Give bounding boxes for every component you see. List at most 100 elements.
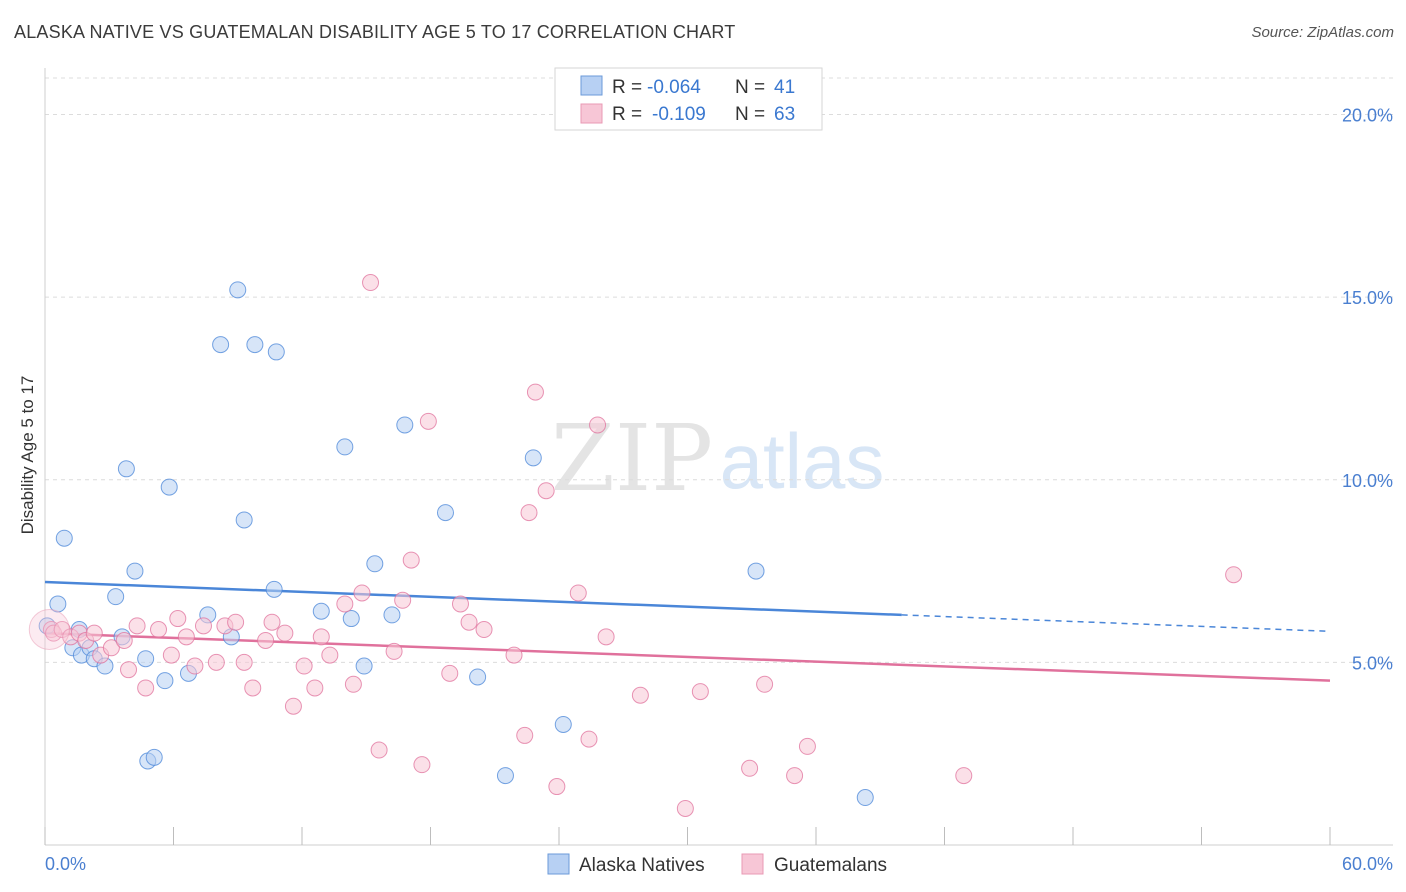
stats-n-label: N = [735, 104, 765, 125]
guatemalan-point [475, 621, 493, 639]
alaska-trend-line [44, 580, 902, 617]
alaska-point [145, 748, 163, 766]
guatemalan-point [394, 591, 412, 609]
guatemalan-point [244, 679, 262, 697]
watermark: ZIP atlas [551, 405, 884, 512]
alaska-point [554, 715, 572, 733]
bottom-legend: Alaska Natives Guatemalans [547, 853, 887, 876]
tick-labels: 5.0% 10.0% 15.0% 20.0% 0.0% 60.0% [45, 106, 1393, 874]
data-points [28, 274, 1243, 817]
guatemalan-point [741, 759, 759, 777]
alaska-point [55, 529, 73, 547]
alaska-point [396, 416, 414, 434]
guatemalan-point [28, 609, 70, 651]
axes [44, 68, 1393, 846]
guatemalan-point [284, 697, 302, 715]
guatemalan-point [235, 653, 253, 671]
guatemalan-point [150, 621, 168, 639]
guatemalan-point [295, 657, 313, 675]
alaska-point [496, 767, 514, 785]
stats-n-label: N = [735, 77, 765, 98]
alaska-point [265, 580, 283, 598]
guatemalan-point [597, 628, 615, 646]
guatemalan-point [120, 661, 138, 679]
guatemalan-point [321, 646, 339, 664]
alaska-point [469, 668, 487, 686]
alaska-point [212, 336, 230, 354]
guatemalan-point [276, 624, 294, 642]
stats-swatch-alaska [580, 75, 603, 96]
guatemalan-point [263, 613, 281, 631]
alaska-point [312, 602, 330, 620]
alaska-point [436, 504, 454, 522]
stats-n-value: 41 [774, 77, 795, 98]
guatemalan-point [691, 683, 709, 701]
stats-r-value: -0.064 [647, 77, 701, 98]
guatemalan-point [526, 383, 544, 401]
guatemalan-point [128, 617, 146, 635]
source-label: Source: ZipAtlas.com [1251, 24, 1394, 41]
guatemalan-point [362, 274, 380, 292]
guatemalan-point [169, 610, 187, 628]
alaska-point [137, 650, 155, 668]
chart-title: ALASKA NATIVE VS GUATEMALAN DISABILITY A… [14, 22, 736, 42]
alaska-trend-extension [901, 614, 1331, 633]
alaska-point [383, 606, 401, 624]
stats-r-label: R = [612, 104, 642, 125]
guatemalan-point [306, 679, 324, 697]
y-tick-label: 15.0% [1342, 288, 1393, 308]
guatemalan-point [631, 686, 649, 704]
guatemalan-point [177, 628, 195, 646]
watermark-zip: ZIP [551, 405, 713, 512]
guatemalan-point [137, 679, 155, 697]
guatemalan-point [676, 799, 694, 817]
alaska-point [524, 449, 542, 467]
guatemalan-point [353, 584, 371, 602]
guatemalan-point [402, 551, 420, 569]
guatemalan-point [162, 646, 180, 664]
guatemalan-point [537, 482, 555, 500]
guatemalan-point [186, 657, 204, 675]
guatemalan-point [115, 631, 133, 649]
y-tick-label: 5.0% [1352, 653, 1393, 673]
guatemalan-point [569, 584, 587, 602]
guatemalan-point [102, 639, 120, 657]
guatemalan-point [312, 628, 330, 646]
guatemalan-point [580, 730, 598, 748]
guatemalan-point [441, 664, 459, 682]
guatemalan-point [505, 646, 523, 664]
y-axis-title: Disability Age 5 to 17 [18, 376, 37, 535]
guatemalan-point [548, 778, 566, 796]
stats-legend: R = -0.064 N = 41 R = -0.109 N = 63 [554, 67, 823, 131]
guatemalan-point [385, 642, 403, 660]
guatemalan-point [336, 595, 354, 613]
stats-n-value: 63 [774, 104, 795, 125]
guatemalan-point [370, 741, 388, 759]
guatemalan-point [451, 595, 469, 613]
guatemalan-point [1225, 566, 1243, 584]
alaska-point [856, 789, 874, 807]
guatemalan-point [194, 617, 212, 635]
alaska-point [267, 343, 285, 361]
alaska-point [126, 562, 144, 580]
guatemalan-point [85, 624, 103, 642]
legend-label-guatemalan: Guatemalans [774, 855, 887, 876]
stats-r-value: -0.109 [652, 104, 706, 125]
stats-r-label: R = [612, 77, 642, 98]
stats-swatch-guatemalan [580, 103, 603, 124]
guatemalan-point [520, 504, 538, 522]
alaska-point [235, 511, 253, 529]
alaska-point [156, 672, 174, 690]
alaska-point [366, 555, 384, 573]
legend-label-alaska: Alaska Natives [579, 855, 705, 876]
guatemalan-point [227, 613, 245, 631]
alaska-point [107, 588, 125, 606]
guatemalan-point [516, 726, 534, 744]
guatemalan-point [460, 613, 478, 631]
alaska-point [342, 610, 360, 628]
alaska-point [117, 460, 135, 478]
guatemalan-point [786, 767, 804, 785]
guatemalan-point [419, 412, 437, 430]
guatemalan-point [344, 675, 362, 693]
alaska-point [355, 657, 373, 675]
